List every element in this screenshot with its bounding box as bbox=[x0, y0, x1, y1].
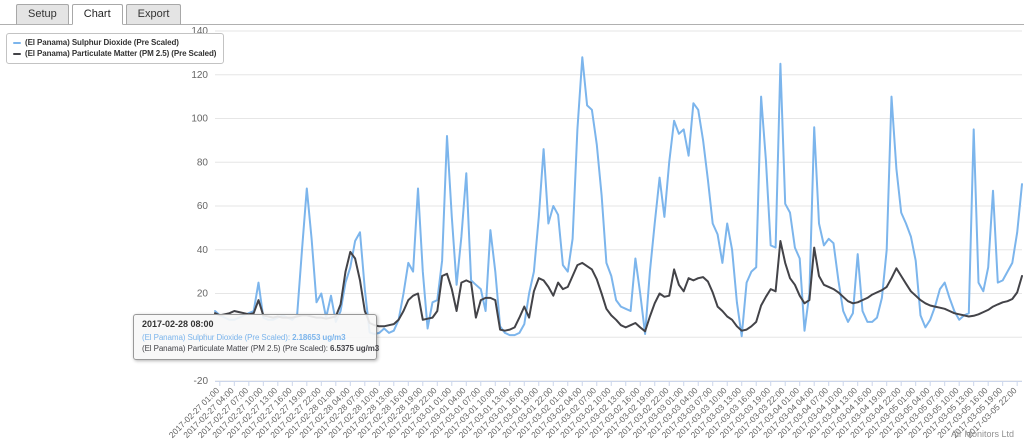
y-tick-label: 100 bbox=[191, 114, 208, 125]
timeseries-chart[interactable]: -20 0 20 40 60 80 100 120 140 2017-02-27 01:00201… bbox=[0, 25, 1024, 446]
y-axis-labels: -20 0 20 40 60 80 100 120 140 bbox=[191, 26, 208, 387]
series-line-0[interactable] bbox=[214, 56, 1023, 338]
tab-export[interactable]: Export bbox=[125, 4, 182, 25]
chart-legend: (El Panama) Sulphur Dioxide (Pre Scaled)… bbox=[6, 33, 225, 64]
tab-bar: Setup Chart Export bbox=[0, 0, 1024, 25]
legend-item-label: (El Panama) Particulate Matter (PM 2.5) … bbox=[25, 49, 217, 58]
chart-container: -20 0 20 40 60 80 100 120 140 2017-02-27 01:00 201… bbox=[0, 25, 1024, 446]
legend-line-marker bbox=[13, 41, 21, 44]
legend-item-particulate-matter[interactable]: (El Panama) Particulate Matter (PM 2.5) … bbox=[13, 48, 216, 59]
legend-item-label: (El Panama) Sulphur Dioxide (Pre Scaled) bbox=[25, 38, 179, 47]
y-tick-label: 40 bbox=[197, 245, 209, 256]
y-tick-label: 60 bbox=[197, 201, 209, 212]
legend-line-marker bbox=[13, 52, 21, 55]
series-line-1[interactable] bbox=[214, 240, 1023, 333]
credits-link[interactable]: Air Monitors Ltd bbox=[950, 429, 1014, 439]
y-tick-label: 20 bbox=[197, 289, 209, 300]
y-tick-label: 120 bbox=[191, 70, 208, 81]
x-axis-ticks bbox=[219, 382, 1018, 386]
y-tick-label: 0 bbox=[202, 332, 208, 343]
legend-item-sulphur-dioxide[interactable]: (El Panama) Sulphur Dioxide (Pre Scaled) bbox=[13, 37, 216, 48]
tab-setup[interactable]: Setup bbox=[16, 4, 69, 25]
y-tick-label: -20 bbox=[194, 376, 209, 387]
y-tick-label: 80 bbox=[197, 157, 209, 168]
y-tick-label: 140 bbox=[191, 26, 208, 37]
tab-chart[interactable]: Chart bbox=[71, 4, 123, 25]
